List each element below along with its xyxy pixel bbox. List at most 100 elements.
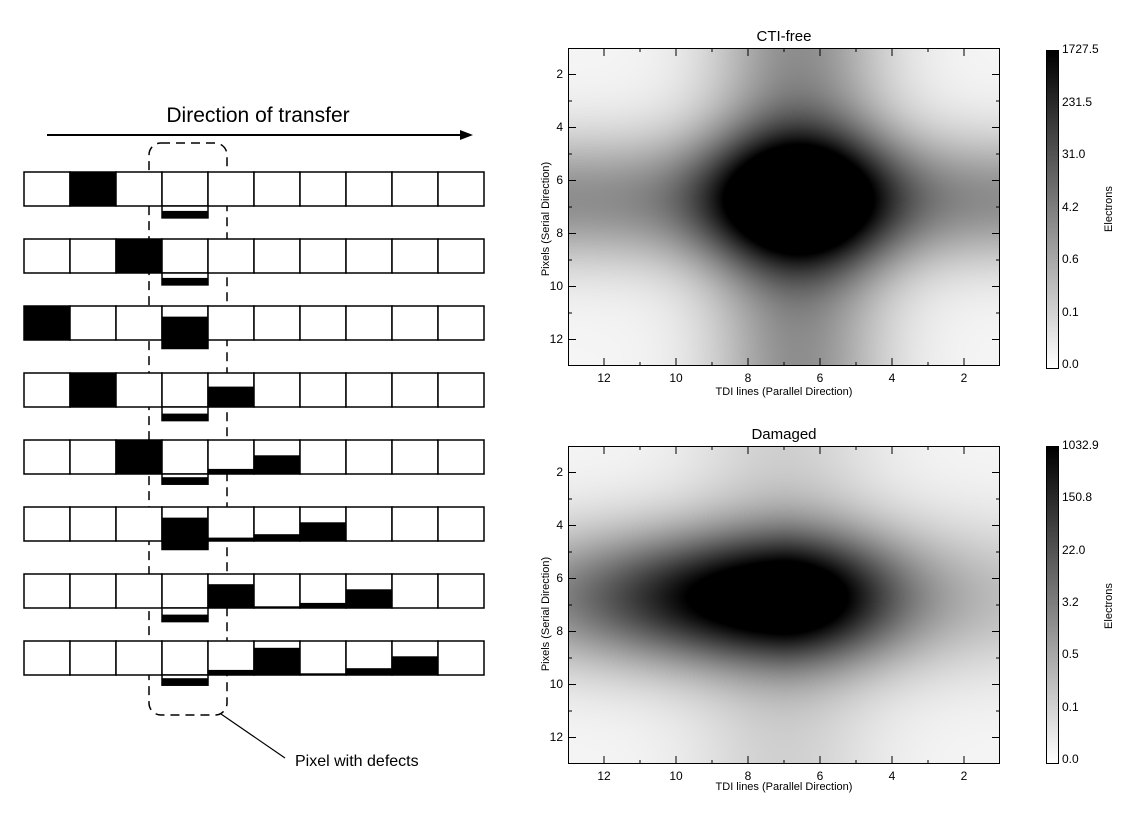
x-tick-label: 4 [888, 769, 896, 783]
pixel-cell [437, 372, 485, 408]
trailing-charge [208, 669, 254, 675]
pixel-cell [437, 305, 485, 341]
y-tick-label: 6 [556, 570, 563, 585]
pixel-cell [253, 573, 301, 609]
pixel-cell [299, 372, 347, 408]
y-tick-label: 4 [556, 517, 563, 532]
pixel-cell [115, 171, 163, 207]
charge-packet [70, 172, 116, 206]
plot-title: CTI-free [756, 28, 812, 45]
pixel-cell [253, 171, 301, 207]
pixel-cell [69, 640, 117, 676]
pixel-cell [115, 640, 163, 676]
x-tick-label: 10 [669, 769, 683, 783]
colorbar-tick-label: 22.0 [1062, 542, 1086, 557]
ccd-transfer-diagram: Direction of transfer Pixel with defects [23, 104, 485, 770]
y-tick-label: 10 [549, 676, 563, 691]
pixel-cell [115, 506, 163, 542]
trapped-charge [162, 316, 208, 349]
charge-packet [70, 373, 116, 407]
pixel-cell [23, 171, 71, 207]
heatmap-image [568, 446, 1000, 764]
pixel-cell [69, 573, 117, 609]
trapped-charge [162, 277, 208, 285]
x-tick-label: 2 [960, 769, 968, 783]
trailing-charge [208, 468, 254, 474]
pixel-cell [345, 439, 393, 475]
defect-pixel-dashed-outline [148, 142, 228, 716]
trailing-charge [254, 647, 300, 675]
x-tick-label: 2 [960, 371, 968, 385]
defect-pixel-cell [161, 238, 209, 274]
transfer-direction-arrow [47, 130, 473, 140]
pixel-cell [391, 171, 439, 207]
pixel-cell [23, 640, 71, 676]
trailing-charge [300, 522, 346, 541]
trailing-charge [208, 537, 254, 541]
pixel-cell [437, 506, 485, 542]
pixel-cell [207, 238, 255, 274]
pixel-row [23, 372, 485, 422]
pixel-cell [437, 171, 485, 207]
y-tick-label: 6 [556, 172, 563, 187]
pixel-cell [345, 305, 393, 341]
colorbar-tick-label: 0.1 [1062, 304, 1079, 319]
colorbar-tick-label: 0.0 [1062, 752, 1079, 766]
colorbar-tick-label: 231.5 [1062, 94, 1093, 109]
pixel-row [23, 506, 485, 551]
pixel-cell [69, 238, 117, 274]
colorbar-tick-label: 0.1 [1062, 699, 1079, 714]
pixel-cell [23, 372, 71, 408]
x-tick-label: 6 [816, 371, 824, 385]
colorbar-tick-label: 31.0 [1062, 147, 1086, 161]
pixel-rows [23, 171, 485, 686]
callout-leader-line [220, 713, 286, 759]
trailing-charge [392, 656, 438, 675]
y-tick-label: 4 [556, 119, 563, 134]
plot-title: Damaged [751, 426, 817, 443]
y-axis-label: Pixels (Serial Direction) [540, 556, 552, 672]
pixel-cell [391, 573, 439, 609]
colorbar-tick-label: 1727.5 [1062, 42, 1099, 56]
pixel-cell [391, 506, 439, 542]
pixel-cell [391, 238, 439, 274]
defect-pixel-cell [161, 573, 209, 609]
pixel-row [23, 171, 485, 219]
pixel-row [23, 573, 485, 623]
pixel-cell [23, 238, 71, 274]
y-tick-label: 8 [556, 623, 563, 638]
pixel-cell [207, 640, 255, 676]
pixel-cell [391, 372, 439, 408]
x-tick-label: 4 [888, 371, 896, 385]
charge-packet [116, 239, 162, 273]
defect-pixel-cell [161, 372, 209, 408]
pixel-cell [437, 238, 485, 274]
trapped-charge [162, 210, 208, 218]
trailing-charge [208, 584, 254, 608]
colorbar-label: Electrons [1103, 583, 1115, 629]
charge-packet [24, 306, 70, 340]
y-tick-label: 8 [556, 225, 563, 240]
pixel-row [23, 640, 485, 686]
pixel-cell [207, 506, 255, 542]
colorbar-tick-label: 150.8 [1062, 490, 1093, 505]
pixel-row [23, 305, 485, 350]
plot-axes [568, 446, 1000, 764]
x-tick-label: 6 [816, 769, 824, 783]
pixel-cell [69, 439, 117, 475]
trailing-charge [254, 455, 300, 474]
diagram-title: Direction of transfer [166, 104, 349, 127]
x-axis-label: TDI lines (Parallel Direction) [715, 386, 853, 398]
pixel-cell [299, 171, 347, 207]
pixel-cell [115, 305, 163, 341]
pixel-cell [345, 506, 393, 542]
trailing-charge [208, 386, 254, 407]
defect-pixel-cell [161, 171, 209, 207]
colorbar-tick-label: 3.2 [1062, 595, 1079, 609]
trailing-charge [346, 668, 392, 675]
heatmap-image [568, 48, 1000, 366]
pixel-cell [23, 573, 71, 609]
trailing-charge [346, 589, 392, 608]
pixel-cell [253, 372, 301, 408]
trapped-charge [162, 678, 208, 686]
